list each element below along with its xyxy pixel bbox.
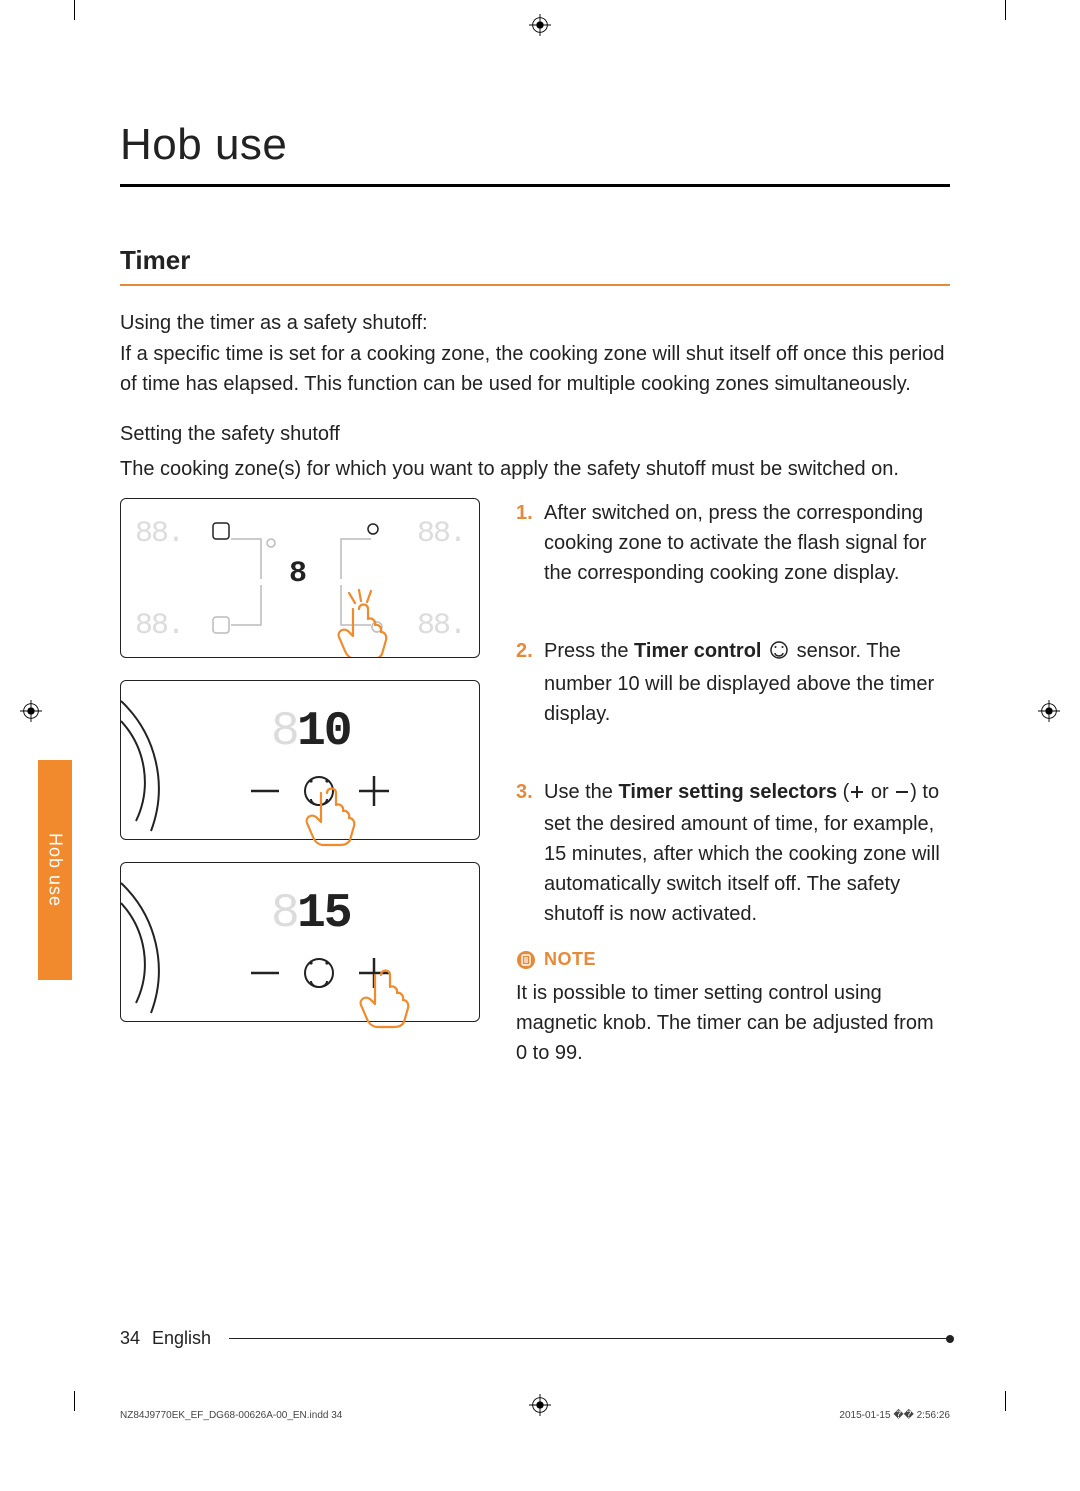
crop-mark [74,0,94,20]
seg-ghost: 8 [271,705,298,759]
footer-rule [229,1338,950,1339]
note-icon [516,950,536,970]
section-rule [120,284,950,286]
step-number: 2. [516,636,544,729]
note-label: NOTE [544,949,596,970]
side-tab-label: Hob use [45,833,66,907]
figure-step-2: 8 10 [120,680,480,840]
print-time: 2015-01-15 �� 2:56:26 [839,1410,950,1421]
figure-step-1: 88. 88. 88. 88. 8 [120,498,480,658]
step-3: 3. Use the Timer setting selectors ( or … [516,777,950,929]
subsection-body: The cooking zone(s) for which you want t… [120,454,950,484]
registration-mark-right [1038,700,1060,727]
crop-mark [986,0,1006,20]
minus-icon [894,779,910,809]
registration-mark-left [20,700,42,727]
step-text: After switched on, press the correspondi… [544,498,950,588]
hand-icon [331,587,411,657]
note-body: It is possible to timer setting control … [516,978,950,1068]
print-metadata: NZ84J9770EK_EF_DG68-00626A-00_EN.indd 34… [120,1410,950,1421]
timer-icon [769,639,789,669]
step-number: 1. [516,498,544,588]
print-file: NZ84J9770EK_EF_DG68-00626A-00_EN.indd 34 [120,1410,342,1421]
step-2: 2. Press the Timer control sensor. The n… [516,636,950,729]
intro-strong: Using the timer as a safety shutoff: [120,312,950,335]
crop-mark [986,1391,1006,1411]
hand-icon [299,781,379,851]
step-text: Use the Timer setting selectors ( or ) t… [544,777,950,929]
footer-language: English [152,1328,211,1349]
side-tab: Hob use [38,760,72,980]
step-1: 1. After switched on, press the correspo… [516,498,950,588]
fig2-display: 10 [297,705,351,759]
note-header: NOTE [516,949,950,970]
center-digit: 8 [289,557,305,591]
crop-mark [74,1391,94,1411]
step-text: Press the Timer control sensor. The numb… [544,636,950,729]
step-number: 3. [516,777,544,929]
page-footer: 34 English [120,1328,950,1349]
figure-step-3: 8 15 [120,862,480,1022]
plus-icon [849,779,865,809]
section-title: Timer [120,245,950,276]
subsection-title: Setting the safety shutoff [120,423,950,446]
footer-page-number: 34 [120,1328,140,1349]
hand-icon [353,963,433,1033]
intro-body: If a specific time is set for a cooking … [120,339,950,399]
fig3-display: 15 [297,887,351,941]
heading-rule [120,184,950,187]
page-title: Hob use [120,120,950,170]
seg-ghost: 8 [271,887,298,941]
registration-mark-top [529,14,551,41]
